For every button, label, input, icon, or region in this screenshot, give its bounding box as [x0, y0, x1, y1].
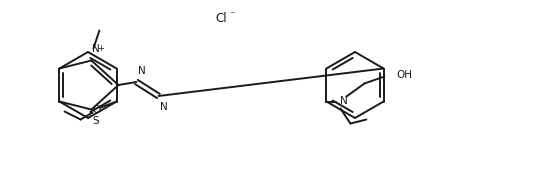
Text: ⁻: ⁻	[229, 10, 234, 20]
Text: O: O	[93, 104, 101, 115]
Text: OH: OH	[397, 71, 412, 80]
Text: N: N	[93, 44, 100, 54]
Text: N: N	[161, 102, 168, 112]
Text: +: +	[97, 44, 104, 53]
Text: N: N	[340, 95, 348, 106]
Text: N: N	[138, 66, 146, 76]
Text: Cl: Cl	[215, 11, 227, 25]
Text: S: S	[93, 116, 99, 126]
